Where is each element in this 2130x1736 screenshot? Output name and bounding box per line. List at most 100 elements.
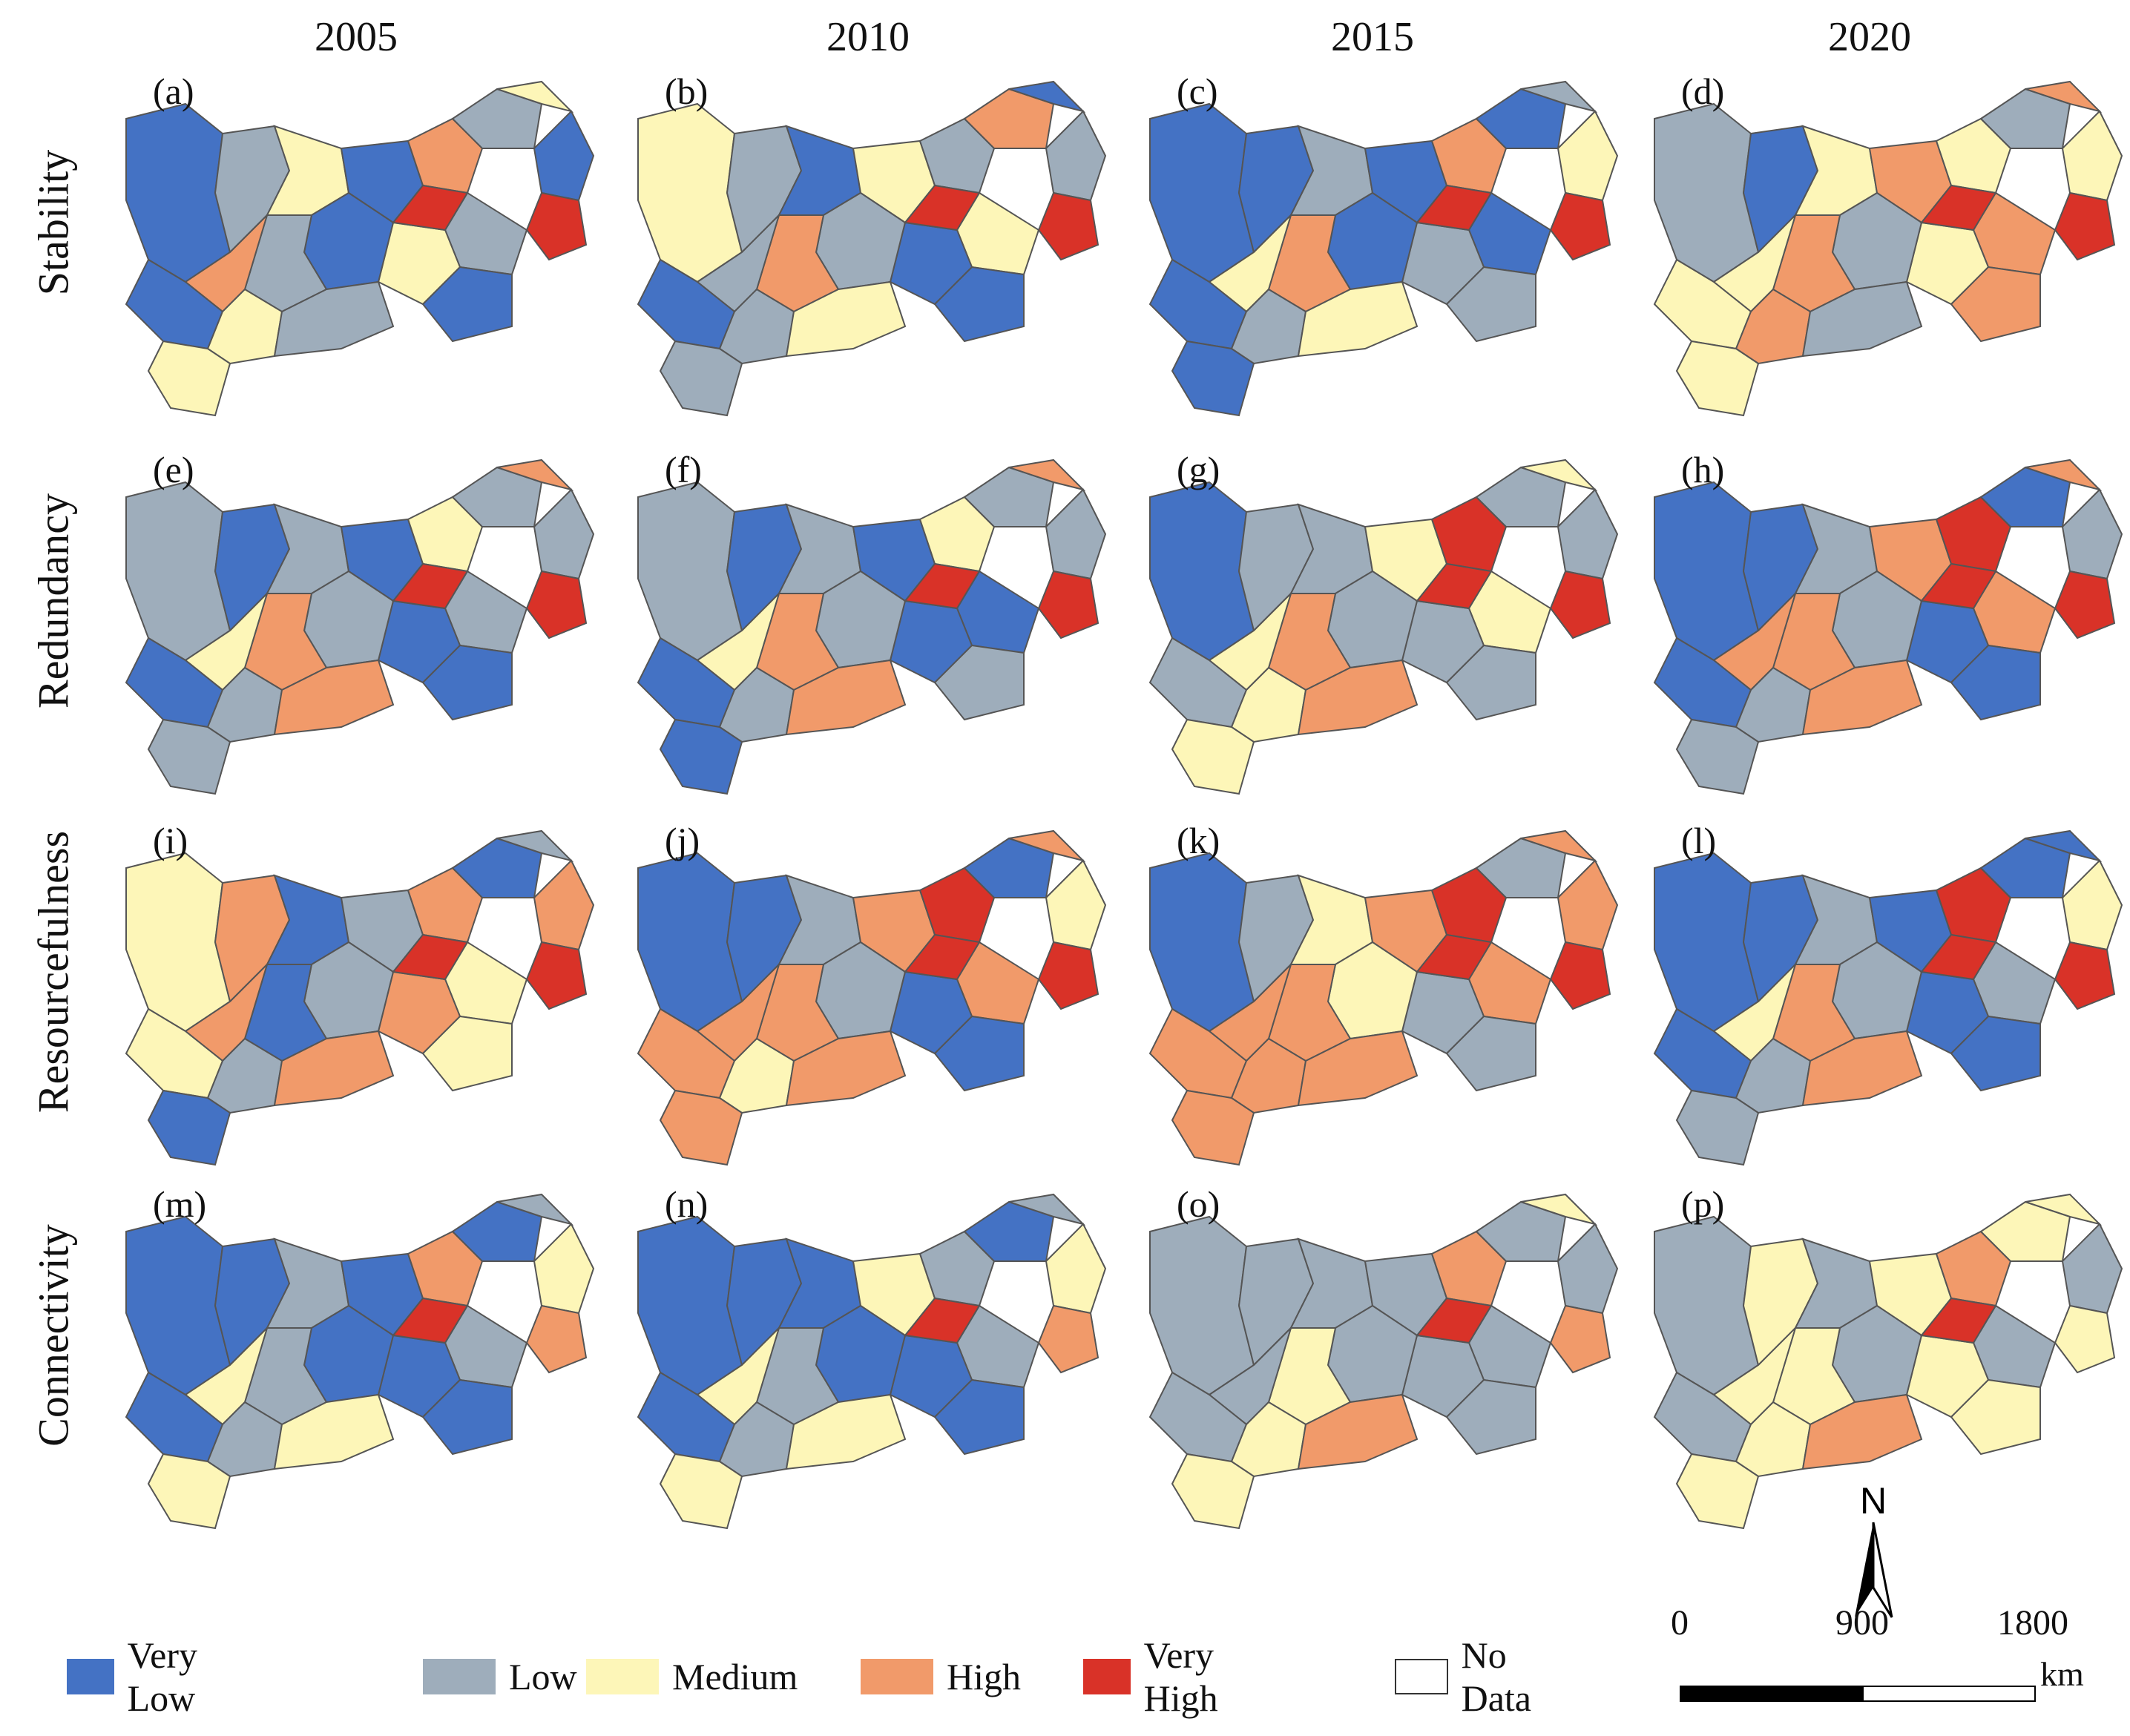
- panel-label: (h): [1681, 449, 1725, 490]
- north-arrow: N: [1840, 1476, 1907, 1625]
- map-panel-g: (g): [1120, 445, 1632, 838]
- panel-label: (e): [153, 449, 194, 490]
- map-region: [1549, 191, 1611, 261]
- panel-label: (f): [665, 449, 702, 490]
- map-region: [2061, 859, 2123, 951]
- map-region: [525, 941, 588, 1010]
- map-region: [1549, 941, 1611, 1010]
- map-svg: [1653, 458, 2123, 795]
- map-region: [451, 837, 543, 898]
- map-region: [1557, 488, 1619, 580]
- legend-label: Very Low: [127, 1634, 198, 1719]
- scale-bar-black-segment: [1680, 1686, 1865, 1702]
- map-panel-p: (p): [1625, 1180, 2130, 1573]
- map-svg: [637, 1193, 1107, 1530]
- legend-item-very-high: Very High: [1083, 1634, 1243, 1719]
- map-region: [1557, 1223, 1619, 1315]
- map-region: [1920, 184, 1997, 231]
- map-region: [2054, 191, 2116, 261]
- scale-tick-900: 900: [1835, 1603, 1889, 1643]
- map-region: [1297, 280, 1419, 358]
- map-region: [1045, 110, 1107, 202]
- map-region: [933, 266, 1025, 343]
- map-panel-n: (n): [608, 1180, 1120, 1573]
- map-region: [533, 1223, 595, 1315]
- map-region: [1801, 1393, 1923, 1470]
- map-svg: [1653, 1193, 2123, 1530]
- map-svg: [1653, 829, 2123, 1166]
- map-region: [1416, 933, 1493, 981]
- panel-label: (g): [1177, 449, 1220, 490]
- map-svg: [1148, 80, 1619, 417]
- map-region: [273, 1030, 395, 1107]
- map-region: [1801, 1030, 1923, 1107]
- map-region: [904, 184, 981, 231]
- map-region: [785, 1393, 907, 1470]
- year-header-2020: 2020: [1828, 14, 1911, 60]
- scale-tick-0: 0: [1671, 1603, 1689, 1643]
- map-region: [1297, 659, 1419, 736]
- map-region: [1950, 266, 2041, 343]
- map-region: [421, 644, 513, 721]
- map-region: [392, 562, 469, 610]
- legend-swatch: [1395, 1659, 1448, 1694]
- map-region: [1950, 644, 2041, 721]
- legend-item-high: High: [861, 1654, 1021, 1699]
- map-svg: [125, 1193, 595, 1530]
- map-region: [1045, 488, 1107, 580]
- map-region: [1801, 659, 1923, 736]
- legend-item-medium: Medium: [586, 1654, 798, 1699]
- map-region: [963, 466, 1055, 527]
- legend-swatch: [586, 1659, 659, 1694]
- map-region: [273, 1393, 395, 1470]
- map-svg: [125, 829, 595, 1166]
- map-region: [659, 1453, 743, 1530]
- map-region: [2054, 1304, 2116, 1374]
- map-region: [392, 1297, 469, 1344]
- map-region: [1549, 570, 1611, 640]
- map-region: [1675, 718, 1760, 795]
- map-region: [1171, 1453, 1255, 1530]
- map-region: [904, 933, 981, 981]
- map-region: [1557, 859, 1619, 951]
- map-svg: [1148, 1193, 1619, 1530]
- legend-item-low: Low: [423, 1654, 577, 1699]
- map-region: [525, 570, 588, 640]
- map-region: [918, 496, 996, 573]
- map-region: [918, 867, 996, 944]
- map-region: [2061, 110, 2123, 202]
- map-panel-h: (h): [1625, 445, 2130, 838]
- legend-item-very-low: Very Low: [67, 1634, 223, 1719]
- map-region: [1171, 718, 1255, 795]
- map-panel-c: (c): [1120, 67, 1632, 460]
- map-region: [918, 117, 996, 194]
- panel-label: (a): [153, 70, 194, 112]
- panel-label: (k): [1177, 820, 1220, 861]
- legend-label: High: [947, 1656, 1021, 1697]
- map-region: [785, 1030, 907, 1107]
- legend-label: Low: [509, 1656, 577, 1697]
- map-region: [533, 859, 595, 951]
- map-region: [1445, 266, 1536, 343]
- map-region: [1045, 859, 1107, 951]
- map-region: [1675, 340, 1760, 417]
- scale-unit: km: [2040, 1655, 2084, 1693]
- map-region: [421, 1015, 513, 1092]
- panel-label: (m): [153, 1183, 207, 1225]
- map-region: [918, 1230, 996, 1307]
- map-region: [1430, 496, 1508, 573]
- legend-swatch: [861, 1659, 933, 1694]
- panel-label: (c): [1177, 70, 1218, 112]
- map-region: [1171, 340, 1255, 417]
- row-label-resourcefulness: Resourcefulness: [29, 830, 78, 1114]
- map-region: [1979, 837, 2071, 898]
- map-region: [1935, 496, 2012, 573]
- panel-label: (o): [1177, 1183, 1220, 1225]
- map-region: [421, 1378, 513, 1456]
- map-svg: [1148, 458, 1619, 795]
- map-region: [1037, 570, 1099, 640]
- map-panel-j: (j): [608, 816, 1120, 1209]
- map-region: [963, 1200, 1055, 1262]
- map-region: [147, 1089, 231, 1166]
- map-region: [904, 1297, 981, 1344]
